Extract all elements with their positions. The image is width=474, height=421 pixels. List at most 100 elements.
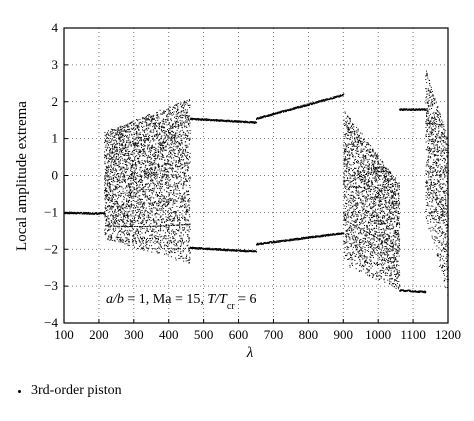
data-point — [146, 196, 148, 198]
data-point — [159, 132, 161, 134]
data-point — [172, 135, 174, 136]
data-point — [151, 164, 153, 166]
data-point — [276, 242, 278, 243]
data-point — [114, 135, 115, 137]
data-point — [119, 144, 121, 146]
data-point — [114, 159, 116, 161]
data-point — [116, 174, 118, 175]
data-point — [170, 241, 172, 243]
data-point — [152, 231, 154, 232]
data-point — [180, 201, 182, 203]
data-point — [184, 241, 186, 243]
data-point — [169, 200, 171, 201]
data-point — [169, 113, 171, 115]
data-point — [104, 163, 106, 165]
data-point — [175, 224, 177, 226]
data-point — [108, 161, 110, 162]
data-point — [187, 166, 189, 168]
data-point — [107, 224, 109, 226]
data-point — [146, 119, 148, 121]
data-point — [183, 107, 185, 109]
data-point — [125, 237, 127, 239]
data-point — [110, 166, 112, 168]
data-point — [160, 158, 162, 160]
data-point — [151, 192, 153, 194]
data-point — [149, 228, 151, 230]
data-point — [156, 241, 158, 243]
data-point — [162, 206, 163, 208]
data-point — [143, 143, 145, 145]
data-point — [153, 126, 155, 127]
data-point — [118, 157, 120, 159]
data-point — [147, 171, 149, 173]
data-point — [75, 212, 77, 214]
data-point — [70, 212, 72, 214]
data-point — [247, 121, 249, 123]
data-point — [151, 175, 153, 177]
data-point — [184, 115, 186, 117]
data-point — [178, 136, 180, 138]
data-point — [181, 167, 183, 168]
data-point — [117, 127, 119, 129]
data-point — [136, 133, 138, 135]
data-point — [104, 192, 106, 194]
data-point — [163, 132, 165, 134]
data-point — [161, 120, 163, 122]
data-point — [171, 157, 173, 159]
data-point — [150, 176, 152, 178]
data-point — [139, 169, 141, 171]
data-point — [114, 174, 116, 176]
data-point — [156, 151, 158, 153]
data-point — [150, 162, 152, 164]
data-point — [140, 244, 142, 246]
data-point — [159, 192, 161, 194]
data-point — [159, 144, 161, 146]
data-point — [148, 160, 150, 162]
data-point — [131, 215, 133, 217]
data-point — [145, 240, 147, 242]
data-point — [201, 119, 203, 121]
data-point — [142, 180, 144, 182]
data-point — [162, 127, 164, 129]
data-point — [163, 147, 165, 148]
data-point — [136, 124, 138, 126]
data-point — [294, 239, 296, 241]
data-point — [152, 173, 154, 174]
data-point — [186, 229, 188, 231]
data-point — [177, 124, 179, 126]
data-point — [125, 124, 127, 126]
data-point — [159, 143, 161, 145]
data-point — [132, 128, 134, 130]
data-point — [173, 151, 175, 153]
data-point — [273, 242, 275, 244]
data-point — [166, 116, 168, 118]
data-point — [148, 164, 150, 166]
data-point — [156, 250, 158, 252]
data-point — [117, 211, 119, 213]
data-point — [168, 216, 170, 218]
data-point — [160, 180, 162, 182]
data-point — [150, 151, 151, 153]
data-point — [66, 212, 68, 214]
data-point — [165, 227, 167, 229]
data-point — [125, 149, 127, 151]
data-point — [106, 153, 108, 155]
data-point — [126, 184, 128, 186]
data-point — [131, 191, 133, 193]
data-point — [75, 212, 77, 214]
data-point — [126, 168, 128, 170]
data-point — [106, 216, 108, 218]
data-point — [140, 228, 142, 230]
data-point — [146, 154, 147, 156]
data-point — [205, 119, 207, 121]
data-point — [177, 141, 179, 142]
data-point — [157, 134, 159, 136]
data-point — [117, 233, 119, 235]
data-point — [174, 142, 175, 144]
data-point — [172, 231, 174, 233]
data-point — [135, 128, 137, 130]
data-point — [149, 241, 151, 243]
data-point — [143, 245, 145, 247]
data-point — [182, 116, 184, 118]
data-point — [187, 146, 189, 148]
